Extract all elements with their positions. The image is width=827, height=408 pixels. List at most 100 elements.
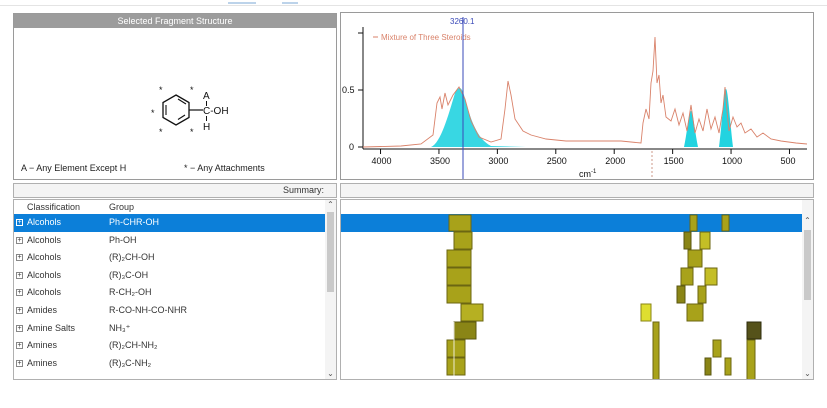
- scroll-down-icon[interactable]: ⌄: [327, 369, 334, 378]
- expand-icon[interactable]: +: [16, 219, 23, 226]
- row-classification: Amine Salts: [27, 322, 76, 333]
- heatmap-cell: [446, 339, 466, 358]
- fragment-band-1350: [684, 111, 698, 147]
- atom-a-label: A: [203, 91, 210, 102]
- heatmap-cell: [453, 231, 473, 250]
- row-classification: Alcohols: [27, 269, 62, 280]
- heatmap-cell: [724, 357, 732, 376]
- row-classification: Alcohols: [27, 234, 62, 245]
- heatmap-scroll-thumb[interactable]: [804, 230, 811, 300]
- heatmap-cell: [460, 303, 484, 322]
- x-tick-label: 3000: [488, 156, 508, 166]
- table-scroll-thumb[interactable]: [327, 212, 334, 292]
- heatmap-selected-row: [341, 214, 803, 232]
- table-row[interactable]: + Alcohols (R)₂CH-OH: [14, 249, 326, 267]
- heatmap-cell: [446, 249, 472, 268]
- attachment-star: *: [159, 85, 163, 95]
- heatmap-cell: [721, 214, 730, 232]
- ir-spectrum-panel[interactable]: 0.5 0 4000 3500 3000 2500 2000 1500 1000 500 cm…: [340, 12, 814, 180]
- heatmap-cell: [446, 267, 472, 286]
- y-tick-label: 0.5: [342, 85, 355, 95]
- heatmap-cell: [697, 285, 707, 304]
- table-rows: + Alcohols Ph-CHR-OH + Alcohols Ph-OH + Alcohol…: [14, 214, 326, 372]
- expand-icon[interactable]: +: [16, 359, 23, 367]
- expand-icon[interactable]: +: [16, 289, 23, 297]
- heatmap-scroll-up-icon[interactable]: ⌃: [804, 216, 811, 225]
- spectrum-cursor-value: 3260.1: [450, 17, 475, 26]
- expand-icon[interactable]: +: [16, 236, 23, 244]
- heatmap-cell: [640, 303, 652, 322]
- heatmap-cell: [746, 321, 762, 340]
- row-group: (R)₂CH-NH₂: [109, 340, 158, 351]
- expand-icon[interactable]: +: [16, 271, 23, 279]
- y-tick-label: 0: [349, 142, 354, 152]
- fragment-heatmap: [341, 214, 803, 379]
- heatmap-cell: [712, 339, 722, 358]
- atom-c-oh-label: C-OH: [203, 106, 229, 117]
- table-row[interactable]: + Amine Salts NH₃⁺: [14, 320, 326, 338]
- expand-icon[interactable]: +: [16, 324, 23, 332]
- heatmap-cell: [446, 357, 466, 376]
- fragment-panel-title: Selected Fragment Structure: [14, 14, 336, 28]
- heatmap-cell: [704, 267, 718, 286]
- table-row[interactable]: + Alcohols Ph-CHR-OH: [14, 214, 326, 232]
- row-group: (R)₃C-OH: [109, 269, 149, 280]
- heatmap-cell: [704, 357, 712, 376]
- heatmap-scroll-down-icon[interactable]: ⌄: [804, 369, 811, 378]
- table-row[interactable]: + Amines (R)₃C-NH₂: [14, 355, 326, 373]
- row-classification: Amides: [27, 304, 58, 315]
- expand-icon[interactable]: +: [16, 342, 23, 350]
- attachment-star: *: [190, 127, 194, 137]
- row-group: (R)₂CH-OH: [109, 252, 155, 263]
- x-tick-label: 2000: [605, 156, 625, 166]
- top-strip: [0, 0, 827, 6]
- benzene-ring: [162, 94, 190, 126]
- ring-double-bond: [177, 114, 186, 120]
- heatmap-scrollbar[interactable]: ⌃ ⌄: [802, 200, 813, 379]
- x-tick-label: 4000: [372, 156, 392, 166]
- fragment-band-oh: [431, 88, 526, 147]
- x-tick-label: 1500: [664, 156, 684, 166]
- series-legend-label: Mixture of Three Steroids: [381, 33, 471, 42]
- ir-spectrum-chart[interactable]: 0.5 0 4000 3500 3000 2500 2000 1500 1000 500 cm…: [341, 13, 813, 179]
- row-classification: Alcohols: [27, 252, 62, 263]
- table-row[interactable]: + Amides R-CO-NH-CO-NHR: [14, 302, 326, 320]
- table-row[interactable]: + Alcohols R-CH₂-OH: [14, 284, 326, 302]
- table-row[interactable]: + Amines (R)₂CH-NH₂: [14, 337, 326, 355]
- row-group: Ph-OH: [109, 234, 137, 245]
- fragment-heatmap-panel[interactable]: ⌃ ⌄: [340, 199, 814, 380]
- heatmap-cell: [687, 249, 703, 268]
- table-row[interactable]: + Alcohols Ph-OH: [14, 232, 326, 250]
- heatmap-cell: [699, 231, 711, 250]
- column-header-classification[interactable]: Classification: [27, 202, 81, 212]
- heatmap-cell: [680, 267, 694, 286]
- scroll-up-icon[interactable]: ⌃: [327, 200, 334, 209]
- row-group: R-CH₂-OH: [109, 287, 152, 298]
- classification-table[interactable]: Classification Group + Alcohols Ph-CHR-OH +…: [13, 199, 337, 380]
- spectrum-line: [362, 36, 808, 148]
- x-tick-label: 3500: [430, 156, 450, 166]
- column-header-group[interactable]: Group: [109, 202, 135, 212]
- row-classification: Amines: [27, 357, 58, 368]
- heatmap-cell: [689, 214, 698, 232]
- heatmap-cell: [686, 303, 704, 322]
- heatmap-cell: [652, 321, 660, 379]
- summary-label: Summary:: [282, 185, 324, 195]
- table-row[interactable]: + Alcohols (R)₃C-OH: [14, 267, 326, 285]
- expand-icon[interactable]: +: [16, 306, 23, 314]
- table-scrollbar[interactable]: ⌃ ⌄: [325, 200, 336, 379]
- atom-h-label: H: [203, 122, 210, 133]
- top-strip-tick: [228, 2, 256, 4]
- heatmap-cell: [453, 321, 477, 340]
- summary-bar-spectrum: [340, 183, 814, 198]
- legend-any-element: A − Any Element Except H: [21, 163, 127, 173]
- summary-bar: Summary:: [13, 183, 337, 198]
- heatmap-cell: [746, 339, 756, 379]
- x-axis-ticks: 4000 3500 3000 2500 2000 1500 1000 500: [372, 149, 796, 166]
- row-classification: Alcohols: [27, 287, 62, 298]
- x-tick-label: 1000: [722, 156, 742, 166]
- attachment-star: *: [190, 85, 194, 95]
- expand-icon[interactable]: +: [16, 254, 23, 262]
- row-group: R-CO-NH-CO-NHR: [109, 304, 187, 315]
- fragment-structure-panel: Selected Fragment Structure * * * * * A …: [13, 13, 337, 180]
